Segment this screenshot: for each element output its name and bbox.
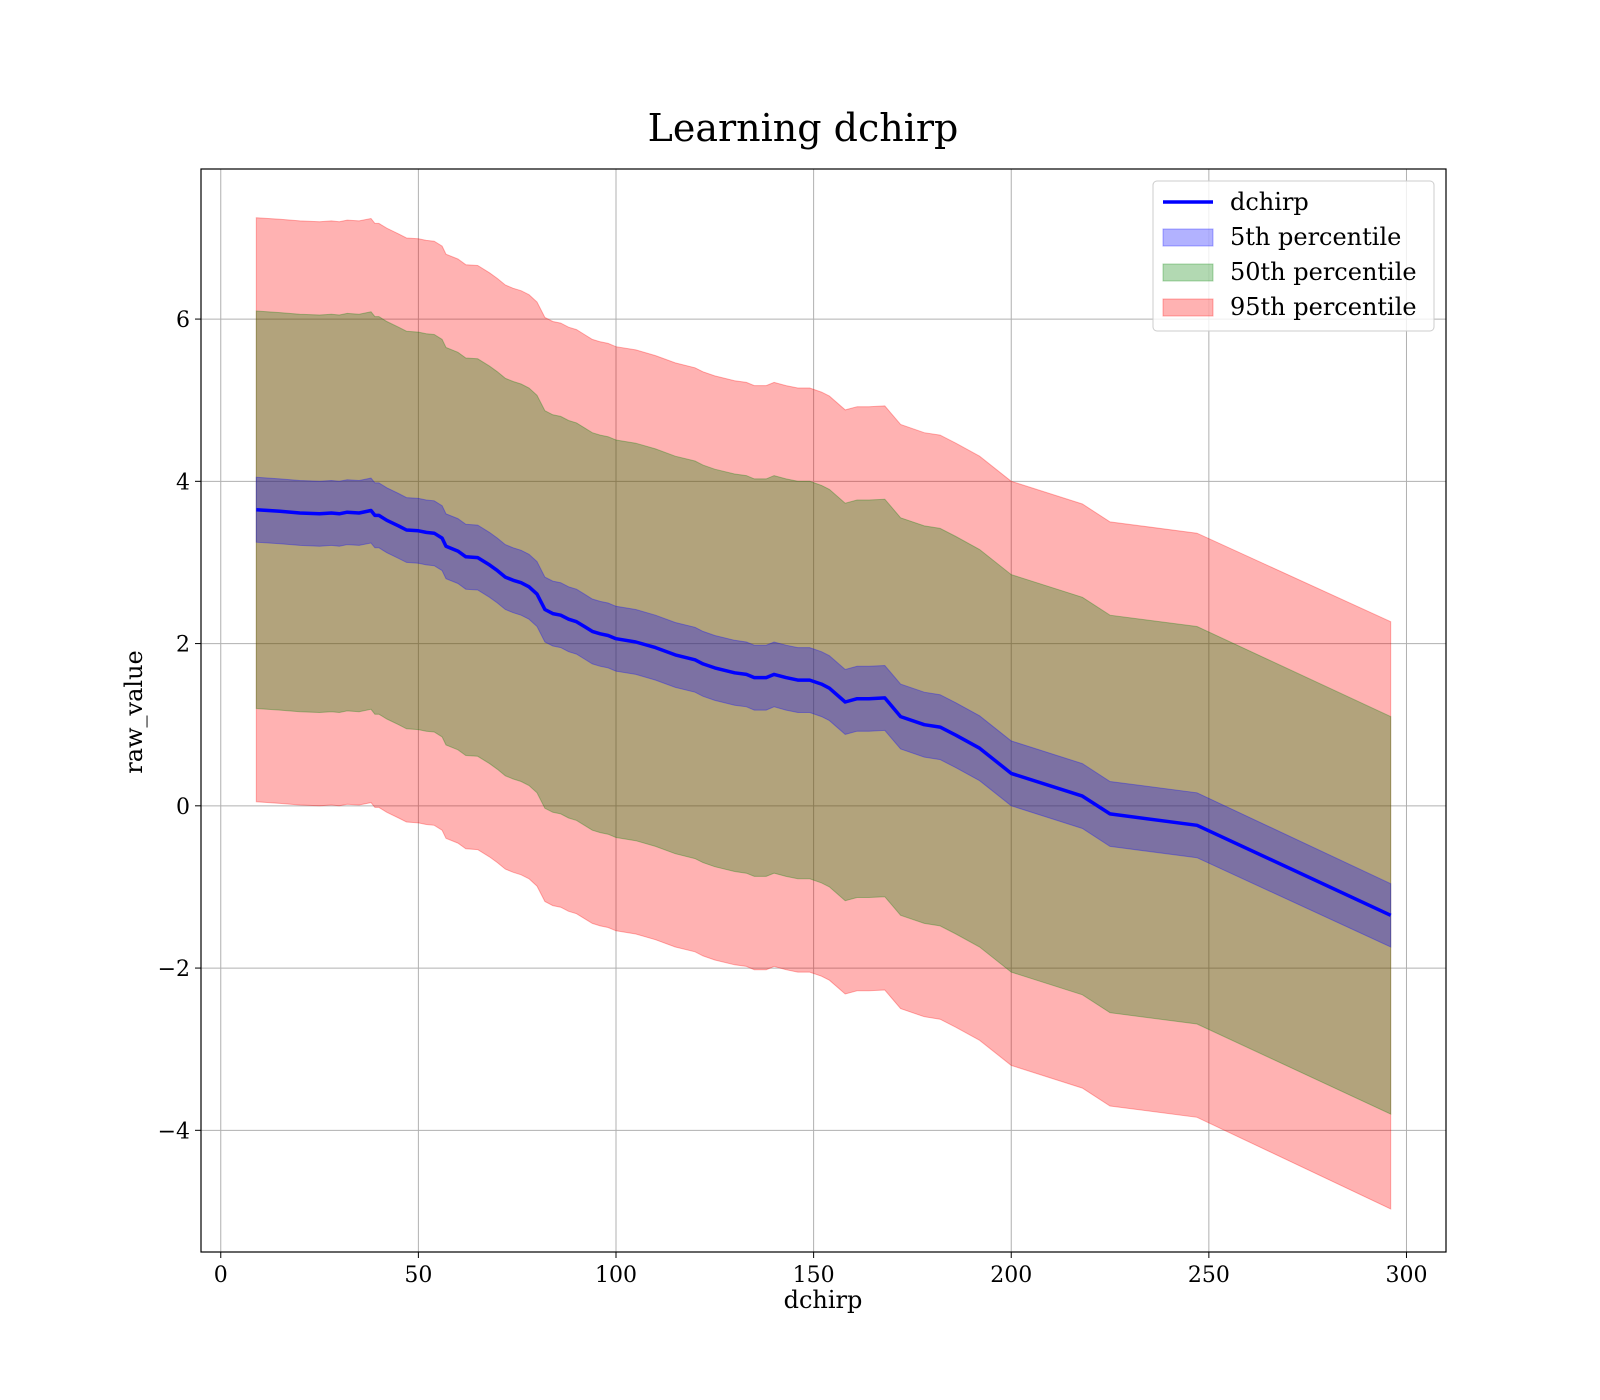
- y-tick-label: 0: [176, 795, 190, 820]
- legend: dchirp 5th percentile 50th percentile 95th …: [1152, 180, 1435, 332]
- chart-title: Learning dchirp: [648, 106, 959, 150]
- x-tick-label: 150: [793, 1263, 835, 1288]
- legend-swatch-patch: [1162, 228, 1214, 247]
- percentile-bands: [255, 217, 1392, 1210]
- legend-swatch-patch: [1162, 298, 1214, 317]
- legend-label: 50th percentile: [1230, 258, 1417, 286]
- plot-frame: [200, 168, 1447, 1253]
- axis-ticks: 0 50 100 150 200 250 300 −4 −2 0 2 4 6: [158, 308, 1428, 1288]
- legend-label: dchirp: [1230, 188, 1309, 216]
- y-tick-label: −4: [158, 1119, 190, 1144]
- y-tick-label: 6: [176, 308, 190, 333]
- y-tick-label: 4: [176, 470, 190, 495]
- y-axis-label: raw_value: [120, 650, 148, 774]
- series-line-dchirp: [256, 507, 1392, 917]
- x-tick-label: 200: [990, 1263, 1032, 1288]
- x-axis-label: dchirp: [784, 1286, 863, 1314]
- series-lines: [256, 507, 1392, 917]
- x-tick-label: 100: [595, 1263, 637, 1288]
- band-50th-percentile: [255, 310, 1392, 1115]
- legend-label: 5th percentile: [1230, 223, 1401, 251]
- x-tick-label: 250: [1188, 1263, 1230, 1288]
- y-tick-label: 2: [176, 633, 190, 658]
- x-tick-label: 50: [404, 1263, 432, 1288]
- y-tick-label: −2: [158, 957, 190, 982]
- x-tick-label: 300: [1385, 1263, 1427, 1288]
- legend-box: [1152, 180, 1435, 332]
- legend-label: 95th percentile: [1230, 293, 1417, 321]
- x-tick-label: 0: [214, 1263, 228, 1288]
- legend-swatch-patch: [1162, 263, 1214, 282]
- band-95th-percentile: [255, 217, 1392, 1210]
- band-5th-percentile: [255, 476, 1392, 948]
